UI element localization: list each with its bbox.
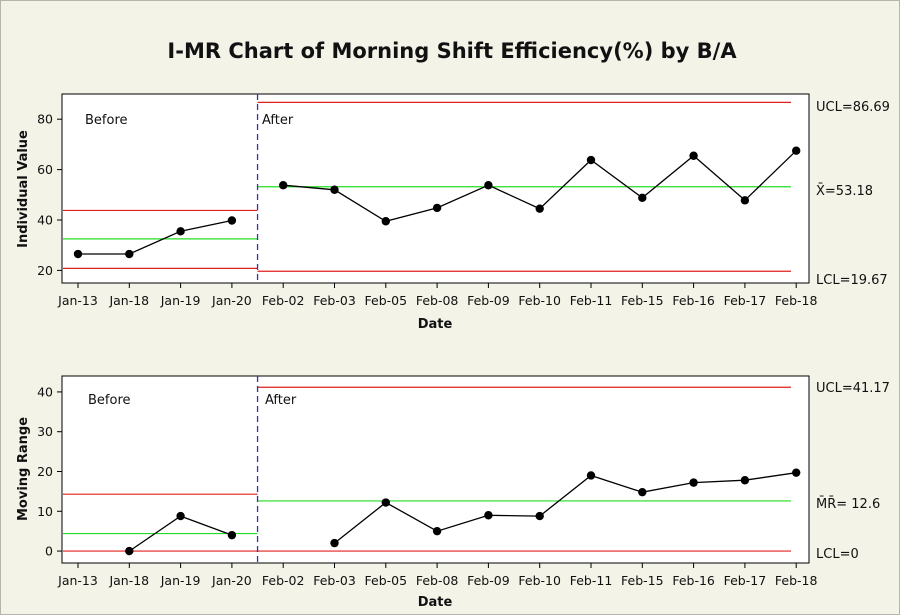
individual-y-tick-label: 60 <box>37 162 53 177</box>
moving-range-x-tick-label: Feb-03 <box>313 573 356 588</box>
individual-data-point <box>484 181 493 190</box>
individual-x-tick-label: Jan-18 <box>108 293 149 308</box>
moving-range-x-tick-label: Jan-19 <box>160 573 201 588</box>
moving-range-chart-panel: Moving Range Date Before After UCL=41.17… <box>16 375 890 610</box>
moving-range-data-point <box>484 511 493 520</box>
moving-range-y-tick-label: 40 <box>37 384 53 399</box>
individual-x-tick-label: Feb-15 <box>621 293 664 308</box>
individual-x-tick-label: Feb-02 <box>262 293 305 308</box>
moving-range-data-point <box>638 487 647 497</box>
moving-range-y-tick-label: 20 <box>37 464 53 479</box>
moving-range-data-point <box>330 538 339 548</box>
moving-range-x-tick-label: Feb-11 <box>570 573 613 588</box>
individual-data-point <box>176 227 185 236</box>
individual-x-tick-label: Feb-17 <box>724 293 767 308</box>
individual-x-tick-label: Feb-10 <box>518 293 561 308</box>
moving-range-data-point <box>792 468 801 477</box>
moving-range-x-tick-label: Feb-15 <box>621 573 664 588</box>
moving-range-lcl-label: LCL=0 <box>816 547 859 562</box>
individual-y-tick-label: 20 <box>37 263 53 278</box>
moving-range-data-point <box>381 498 390 507</box>
individual-after-label: After <box>262 113 294 128</box>
chart-title: I-MR Chart of Morning Shift Efficiency(%… <box>167 39 737 63</box>
individual-data-point <box>638 193 647 203</box>
moving-range-y-tick-label: 0 <box>45 544 53 559</box>
individual-x-tick-label: Feb-16 <box>672 293 715 308</box>
moving-range-data-point <box>689 478 698 487</box>
individual-y-tick-label: 80 <box>37 112 53 127</box>
moving-range-y-axis-label: Moving Range <box>16 417 31 521</box>
moving-range-ucl-label: UCL=41.17 <box>816 381 890 396</box>
moving-range-x-tick-label: Feb-09 <box>467 573 510 588</box>
individual-data-point <box>227 216 237 225</box>
individual-before-label: Before <box>85 113 128 128</box>
individual-x-tick-label: Feb-08 <box>416 293 459 308</box>
individual-data-point <box>535 204 544 213</box>
moving-range-x-tick-label: Feb-17 <box>724 573 767 588</box>
moving-range-x-tick-label: Feb-05 <box>365 573 408 588</box>
moving-range-y-tick-label: 10 <box>37 504 53 519</box>
moving-range-data-point <box>740 476 750 485</box>
moving-range-y-tick-label: 30 <box>37 424 53 439</box>
individual-data-point <box>279 181 288 190</box>
individual-x-tick-label: Jan-20 <box>211 293 252 308</box>
moving-range-x-axis-label: Date <box>418 595 453 610</box>
individual-x-tick-label: Feb-18 <box>775 293 818 308</box>
moving-range-x-tick-label: Feb-02 <box>262 573 305 588</box>
individual-series-line-before <box>78 219 233 255</box>
moving-range-series-line-after <box>334 472 797 544</box>
moving-range-data-point <box>176 511 185 521</box>
individual-y-axis-label: Individual Value <box>16 130 31 248</box>
moving-range-data-point <box>535 511 544 521</box>
moving-range-x-tick-label: Jan-18 <box>108 573 149 588</box>
moving-range-after-label: After <box>265 393 297 408</box>
individual-data-point <box>432 203 442 213</box>
individual-data-point <box>586 155 596 165</box>
individual-data-point <box>125 249 134 259</box>
individual-ucl-label: UCL=86.69 <box>816 100 890 115</box>
moving-range-data-point <box>586 471 596 480</box>
moving-range-data-point <box>432 526 442 536</box>
moving-range-x-tick-label: Jan-13 <box>57 573 98 588</box>
moving-range-before-label: Before <box>88 393 131 408</box>
individual-chart-marks: 20 40 60 80 Jan-13 Jan-18 Jan-19 Jan-20 Feb-02 Fe… <box>37 94 818 308</box>
moving-range-x-tick-label: Jan-20 <box>211 573 252 588</box>
individual-x-tick-label: Jan-13 <box>57 293 98 308</box>
individual-data-point <box>740 196 750 205</box>
moving-range-x-tick-label: Feb-08 <box>416 573 459 588</box>
individual-lcl-label: LCL=19.67 <box>816 273 888 288</box>
moving-range-chart-marks: 0 10 20 30 40 Jan-13 Jan-18 Jan-19 Jan-20 Feb-02 F… <box>37 376 818 588</box>
individual-data-point <box>73 249 83 259</box>
moving-range-x-tick-label: Feb-16 <box>672 573 715 588</box>
individual-data-point <box>330 185 339 194</box>
individual-data-point <box>689 151 698 160</box>
individual-center-label: X̄=53.18 <box>816 184 873 199</box>
moving-range-x-tick-label: Feb-18 <box>775 573 818 588</box>
moving-range-center-label: M̄R̄= 12.6 <box>816 497 880 512</box>
individual-x-tick-label: Feb-03 <box>313 293 356 308</box>
individual-x-tick-label: Feb-09 <box>467 293 510 308</box>
moving-range-data-point <box>125 546 134 556</box>
individual-x-tick-label: Jan-19 <box>160 293 201 308</box>
individual-data-point <box>381 217 390 226</box>
moving-range-x-tick-label: Feb-10 <box>518 573 561 588</box>
individual-y-tick-label: 40 <box>37 213 53 228</box>
individual-plot-area <box>61 93 810 284</box>
individual-x-axis-label: Date <box>418 317 453 332</box>
individual-chart-panel: Individual Value Date Before After UCL=8… <box>16 93 890 332</box>
individual-x-tick-label: Feb-05 <box>365 293 408 308</box>
individual-x-tick-label: Feb-11 <box>570 293 613 308</box>
individual-data-point <box>792 146 801 155</box>
moving-range-data-point <box>227 530 237 540</box>
